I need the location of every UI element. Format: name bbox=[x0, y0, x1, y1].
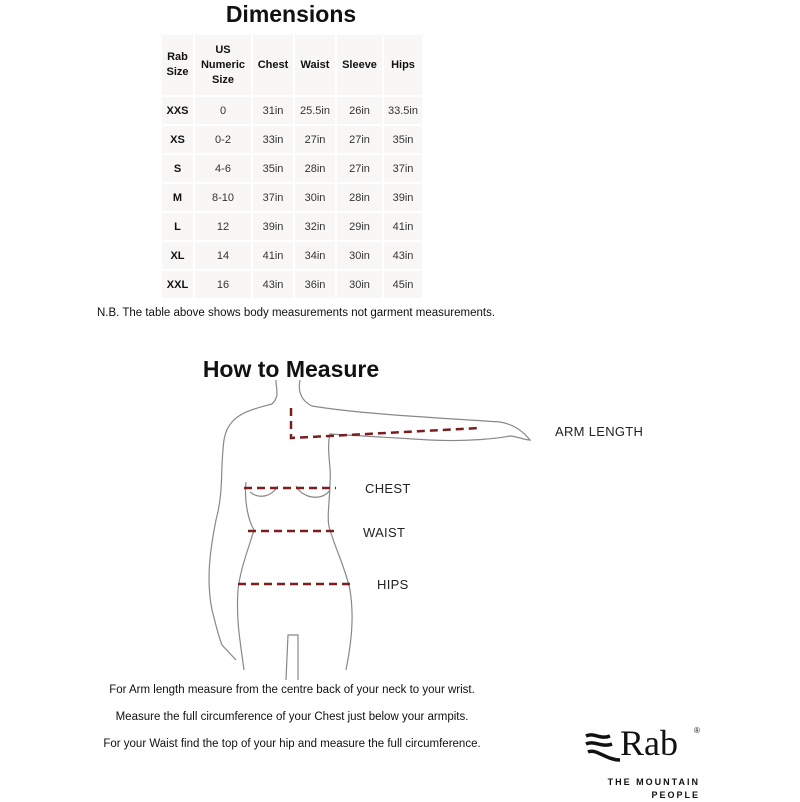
chest-label: CHEST bbox=[365, 481, 411, 496]
table-cell: 8-10 bbox=[195, 184, 251, 211]
arm-length-label: ARM LENGTH bbox=[555, 424, 644, 439]
table-cell: S bbox=[162, 155, 193, 182]
table-row: XS 0-2 33in 27in 27in 35in bbox=[162, 126, 422, 153]
table-row: L 12 39in 32in 29in 41in bbox=[162, 213, 422, 240]
table-cell: 27in bbox=[337, 155, 382, 182]
table-cell: 27in bbox=[295, 126, 335, 153]
instruction-arm: For Arm length measure from the centre b… bbox=[109, 684, 475, 696]
size-table: Rab Size US Numeric Size Chest Waist Sleeve H… bbox=[160, 33, 424, 300]
arm-length-line bbox=[289, 408, 481, 440]
body-outline bbox=[208, 380, 532, 680]
table-cell: 41in bbox=[384, 213, 422, 240]
table-cell: 30in bbox=[295, 184, 335, 211]
table-note: N.B. The table above shows body measurem… bbox=[97, 307, 496, 319]
table-cell: 26in bbox=[337, 97, 382, 124]
table-cell: 30in bbox=[337, 271, 382, 298]
table-cell: 39in bbox=[253, 213, 293, 240]
table-row: S 4-6 35in 28in 27in 37in bbox=[162, 155, 422, 182]
table-cell: 28in bbox=[295, 155, 335, 182]
column-header: US Numeric Size bbox=[195, 35, 251, 95]
column-header: Rab Size bbox=[162, 35, 193, 95]
table-cell: 25.5in bbox=[295, 97, 335, 124]
table-cell: 41in bbox=[253, 242, 293, 269]
table-cell: 43in bbox=[253, 271, 293, 298]
registered-mark: ® bbox=[694, 726, 700, 735]
table-row: M 8-10 37in 30in 28in 39in bbox=[162, 184, 422, 211]
table-cell: 27in bbox=[337, 126, 382, 153]
table-row: XXL 16 43in 36in 30in 45in bbox=[162, 271, 422, 298]
table-cell: 30in bbox=[337, 242, 382, 269]
table-cell: 28in bbox=[337, 184, 382, 211]
table-cell: 37in bbox=[384, 155, 422, 182]
table-row: XL 14 41in 34in 30in 43in bbox=[162, 242, 422, 269]
column-header: Hips bbox=[384, 35, 422, 95]
table-cell: 0 bbox=[195, 97, 251, 124]
table-cell: XS bbox=[162, 126, 193, 153]
waist-label: WAIST bbox=[363, 525, 406, 540]
table-row: XXS 0 31in 25.5in 26in 33.5in bbox=[162, 97, 422, 124]
table-cell: 45in bbox=[384, 271, 422, 298]
hips-label: HIPS bbox=[377, 577, 409, 592]
table-cell: 36in bbox=[295, 271, 335, 298]
body-diagram bbox=[208, 380, 532, 680]
table-cell: 33.5in bbox=[384, 97, 422, 124]
table-cell: L bbox=[162, 213, 193, 240]
table-cell: XL bbox=[162, 242, 193, 269]
measure-lines bbox=[238, 408, 481, 586]
table-cell: 31in bbox=[253, 97, 293, 124]
table-cell: 4-6 bbox=[195, 155, 251, 182]
table-cell: 35in bbox=[253, 155, 293, 182]
table-cell: 39in bbox=[384, 184, 422, 211]
table-cell: 34in bbox=[295, 242, 335, 269]
logo-tagline-2: PEOPLE bbox=[651, 790, 700, 800]
logo-tagline-1: THE MOUNTAIN bbox=[607, 777, 700, 787]
dimensions-title: Dimensions bbox=[225, 1, 357, 27]
instruction-waist: For your Waist find the top of your hip … bbox=[103, 738, 481, 750]
how-to-measure-title: How to Measure bbox=[202, 356, 380, 382]
table-cell: 33in bbox=[253, 126, 293, 153]
table-cell: 43in bbox=[384, 242, 422, 269]
table-cell: 14 bbox=[195, 242, 251, 269]
table-cell: 32in bbox=[295, 213, 335, 240]
rab-wave-icon bbox=[585, 733, 620, 762]
logo-word: Rab bbox=[620, 723, 678, 763]
column-header: Waist bbox=[295, 35, 335, 95]
column-header: Chest bbox=[253, 35, 293, 95]
table-cell: XXS bbox=[162, 97, 193, 124]
table-cell: 37in bbox=[253, 184, 293, 211]
table-cell: 35in bbox=[384, 126, 422, 153]
table-cell: M bbox=[162, 184, 193, 211]
table-cell: 12 bbox=[195, 213, 251, 240]
table-cell: 16 bbox=[195, 271, 251, 298]
column-header: Sleeve bbox=[337, 35, 382, 95]
table-cell: 0-2 bbox=[195, 126, 251, 153]
instruction-chest: Measure the full circumference of your C… bbox=[115, 711, 469, 723]
table-cell: 29in bbox=[337, 213, 382, 240]
table-cell: XXL bbox=[162, 271, 193, 298]
